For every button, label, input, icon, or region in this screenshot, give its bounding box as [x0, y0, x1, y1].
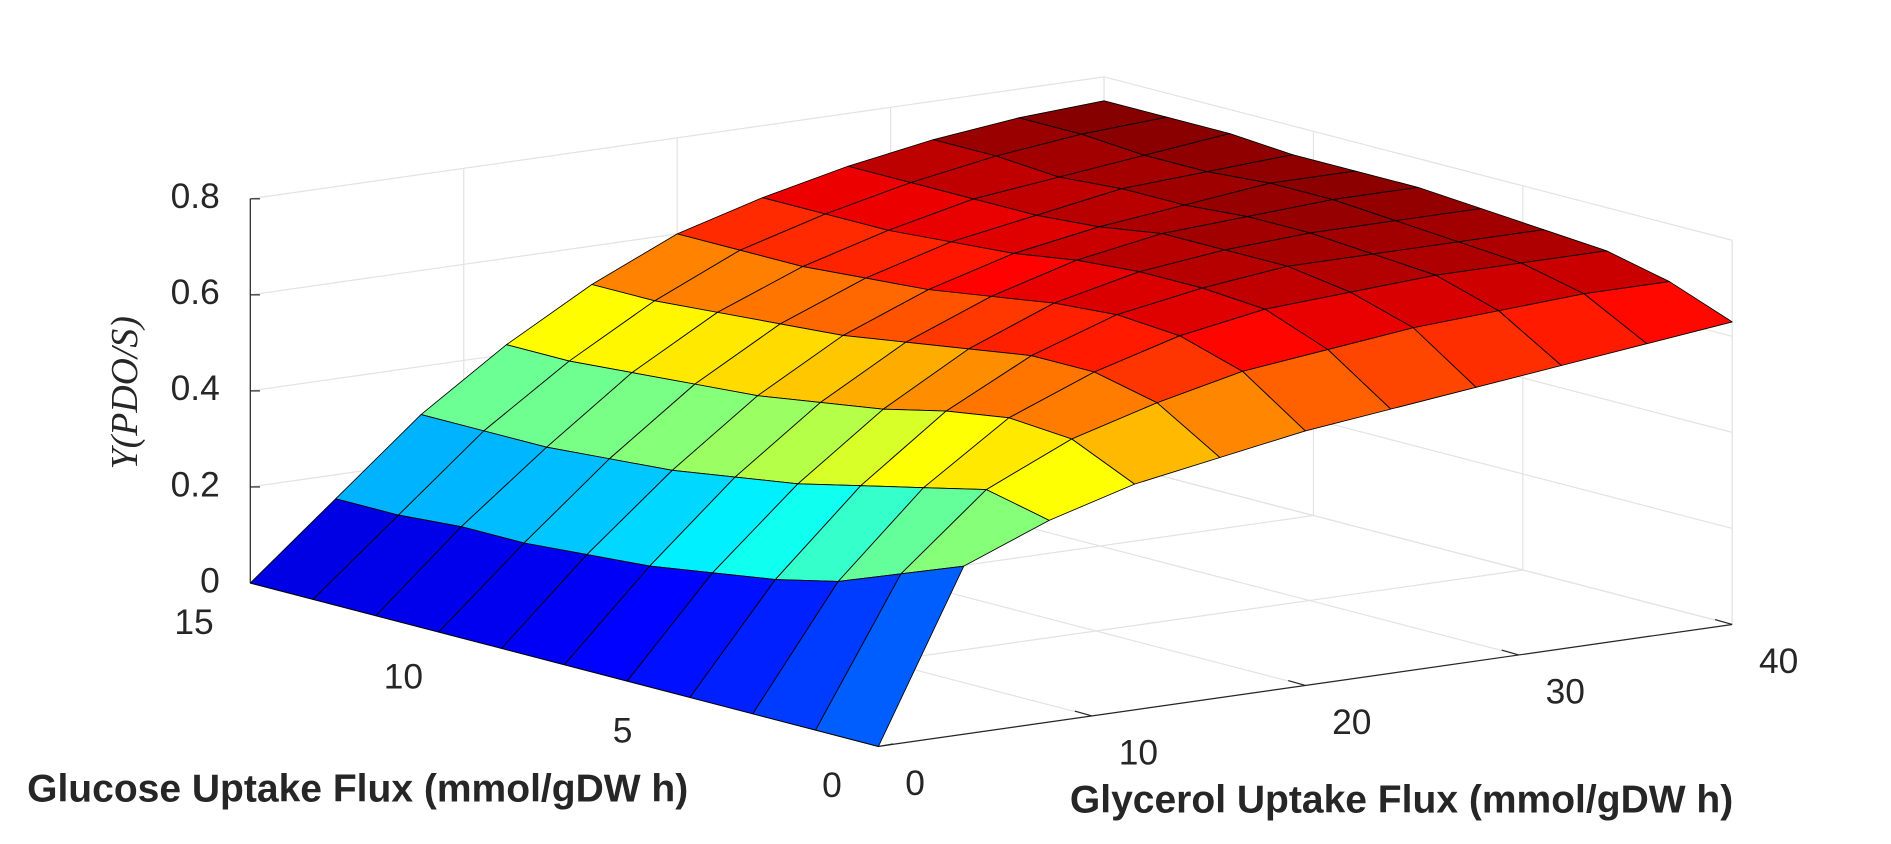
- x-tick-label: 30: [1546, 672, 1585, 711]
- tick-mark: [1714, 618, 1733, 626]
- z-tick-label: 0: [200, 561, 220, 600]
- tick-mark: [878, 743, 894, 748]
- x-tick-label: 40: [1759, 642, 1798, 681]
- y-tick-label: 5: [613, 712, 633, 751]
- x-axis-label: Glycerol Uptake Flux (mmol/gDW h): [1070, 778, 1733, 821]
- z-tick-label: 0.2: [171, 465, 220, 504]
- grid-line: [1103, 76, 1733, 241]
- z-tick-label: 0.4: [171, 369, 220, 408]
- x-tick-label: 0: [905, 764, 925, 803]
- y-tick-label: 0: [822, 766, 842, 805]
- tick-mark: [1288, 679, 1306, 687]
- grid-line: [1103, 460, 1733, 626]
- surface-cell: [815, 565, 965, 747]
- surface: [249, 100, 1733, 747]
- x-tick-label: 20: [1332, 703, 1371, 742]
- labels: Glucose Uptake Flux (mmol/gDW h) Glycero…: [27, 177, 1798, 821]
- y-tick-label: 10: [384, 657, 423, 696]
- tick-mark: [1074, 710, 1093, 717]
- tick-mark: [1501, 649, 1519, 656]
- z-tick-label: 0.8: [171, 177, 220, 216]
- y-tick-label: 15: [174, 603, 213, 642]
- x-tick-label: 10: [1119, 733, 1158, 772]
- z-axis-label: Y(PDO/S): [104, 316, 146, 469]
- y-axis-label: Glucose Uptake Flux (mmol/gDW h): [27, 767, 688, 810]
- z-tick-label: 0.6: [171, 273, 220, 312]
